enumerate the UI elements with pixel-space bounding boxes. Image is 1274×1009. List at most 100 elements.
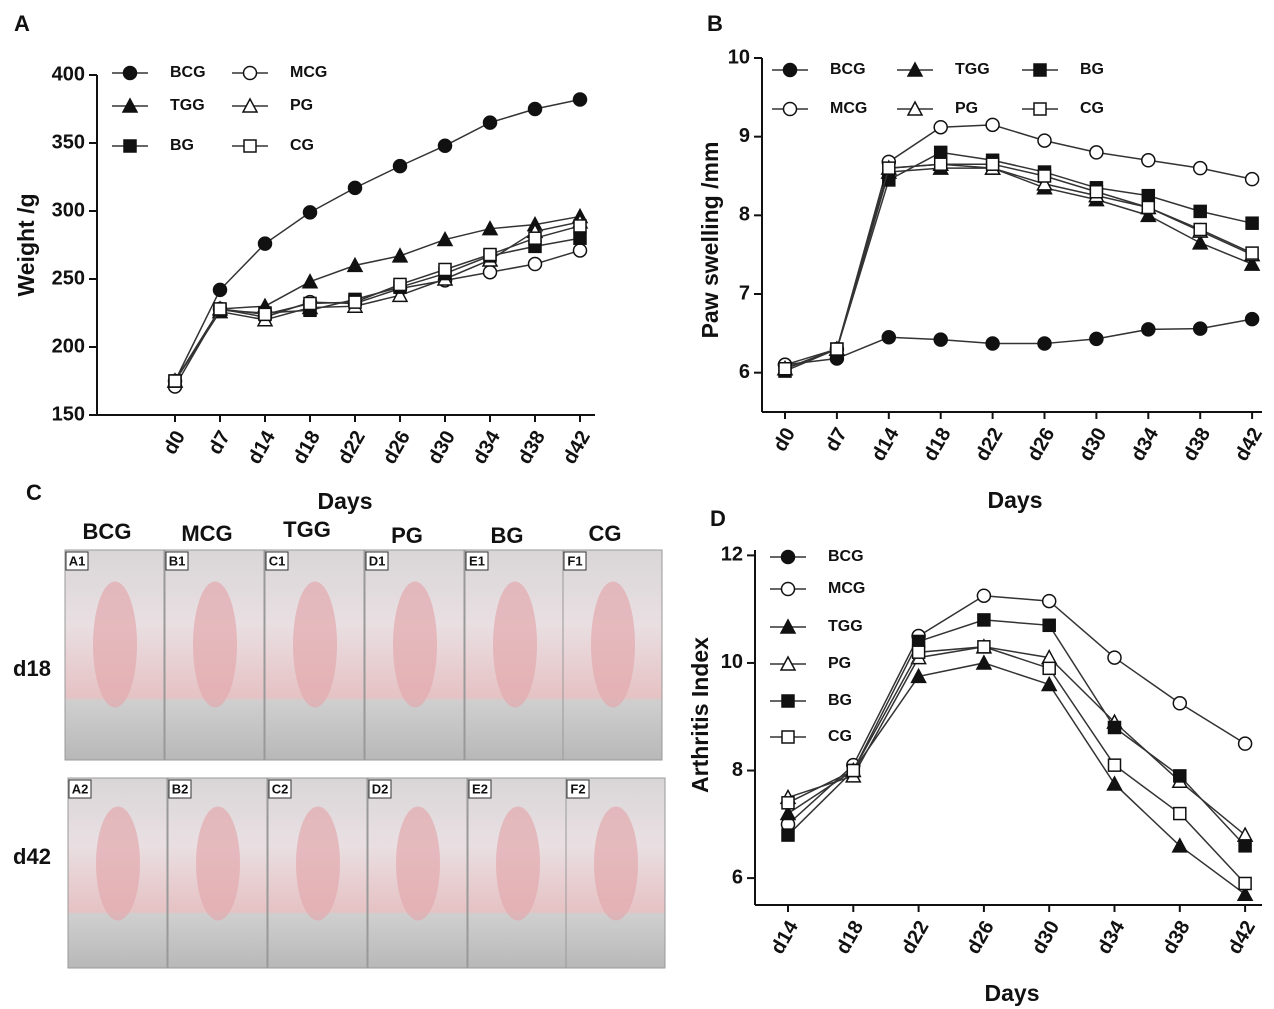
photo-tag-label: E1: [469, 553, 485, 568]
marker: [529, 232, 541, 244]
x-tick-label: d38: [514, 427, 550, 468]
column-label: PG: [391, 523, 423, 548]
marker: [214, 283, 227, 296]
marker: [1043, 662, 1055, 674]
series-line: [785, 164, 1252, 369]
x-tick-label: d7: [204, 427, 235, 458]
marker: [1042, 677, 1056, 690]
legend-marker: [124, 67, 137, 80]
marker: [1039, 170, 1051, 182]
marker: [883, 162, 895, 174]
series-line: [785, 319, 1252, 365]
marker: [439, 263, 451, 275]
legend-label: PG: [955, 100, 978, 117]
marker: [986, 118, 999, 131]
photo-tag-label: D2: [372, 781, 389, 796]
x-tick-label: d34: [469, 426, 506, 468]
marker: [1090, 186, 1102, 198]
x-tick-label: d42: [1231, 424, 1267, 465]
paw-shape: [393, 582, 437, 708]
marker: [1194, 205, 1206, 217]
marker: [574, 93, 587, 106]
legend-label: CG: [290, 137, 314, 154]
paw-shape: [594, 807, 638, 921]
x-tick-label: d0: [159, 427, 190, 458]
marker: [1239, 877, 1251, 889]
photo-tag-label: C1: [269, 553, 286, 568]
x-tick-label: d22: [971, 424, 1007, 465]
paw-shape: [396, 807, 440, 921]
photo-tag-label: A2: [72, 781, 89, 796]
legend-label: TGG: [828, 618, 863, 635]
x-tick-label: d26: [1023, 424, 1059, 465]
panel-label: C: [26, 480, 42, 505]
y-tick-label: 300: [52, 199, 85, 221]
photo-tag-label: B2: [172, 781, 189, 796]
photo-tag-label: E2: [472, 781, 488, 796]
series-line: [785, 152, 1252, 371]
column-label: TGG: [283, 517, 331, 542]
series-line: [175, 99, 580, 381]
marker: [484, 249, 496, 261]
y-tick-label: 8: [739, 204, 750, 226]
legend-marker: [244, 140, 256, 152]
legend-label: BCG: [830, 61, 866, 78]
marker: [1090, 146, 1103, 159]
marker: [484, 266, 497, 279]
y-tick-label: 400: [52, 63, 85, 85]
y-tick-label: 10: [721, 651, 743, 673]
marker: [934, 121, 947, 134]
x-tick-label: d30: [424, 427, 460, 468]
x-tick-label: d14: [244, 426, 281, 468]
marker: [978, 641, 990, 653]
panel-label: A: [14, 11, 30, 36]
legend-marker: [782, 695, 794, 707]
figure: A150200250300350400d0d7d14d18d22d26d30d3…: [0, 0, 1274, 1009]
legend-label: BG: [828, 692, 852, 709]
y-tick-label: 8: [732, 759, 743, 781]
x-tick-label: d26: [963, 917, 999, 958]
x-tick-label: d14: [767, 916, 804, 958]
legend-label: BG: [170, 137, 194, 154]
marker: [935, 158, 947, 170]
paw-shape: [93, 582, 137, 708]
marker: [782, 829, 794, 841]
marker: [574, 220, 586, 232]
marker: [847, 765, 859, 777]
marker: [1038, 134, 1051, 147]
marker: [1109, 722, 1121, 734]
legend-label: CG: [1080, 100, 1104, 117]
marker: [978, 614, 990, 626]
marker: [831, 343, 843, 355]
y-tick-label: 9: [739, 125, 750, 147]
marker: [1090, 332, 1103, 345]
marker: [169, 375, 181, 387]
x-tick-label: d22: [897, 917, 933, 958]
marker: [529, 103, 542, 116]
photo-tag-label: C2: [272, 781, 289, 796]
series-line: [785, 168, 1252, 369]
marker: [1239, 737, 1252, 750]
marker: [1194, 322, 1207, 335]
marker: [1109, 759, 1121, 771]
x-axis-label: Days: [318, 488, 373, 514]
legend-label: BCG: [828, 548, 864, 565]
y-tick-label: 7: [739, 282, 750, 304]
marker: [1246, 217, 1258, 229]
marker: [214, 303, 226, 315]
marker: [304, 206, 317, 219]
marker: [1142, 190, 1154, 202]
paw-shape: [496, 807, 540, 921]
marker: [393, 249, 407, 262]
x-tick-label: d30: [1075, 424, 1111, 465]
y-axis-label: Weight /g: [13, 193, 39, 296]
paw-shape: [196, 807, 240, 921]
legend-marker: [1034, 64, 1046, 76]
column-label: BCG: [83, 519, 132, 544]
legend-marker: [244, 67, 257, 80]
x-axis-label: Days: [985, 980, 1040, 1006]
marker: [304, 297, 316, 309]
marker: [779, 363, 791, 375]
panel-label: B: [707, 11, 723, 36]
y-tick-label: 350: [52, 131, 85, 153]
